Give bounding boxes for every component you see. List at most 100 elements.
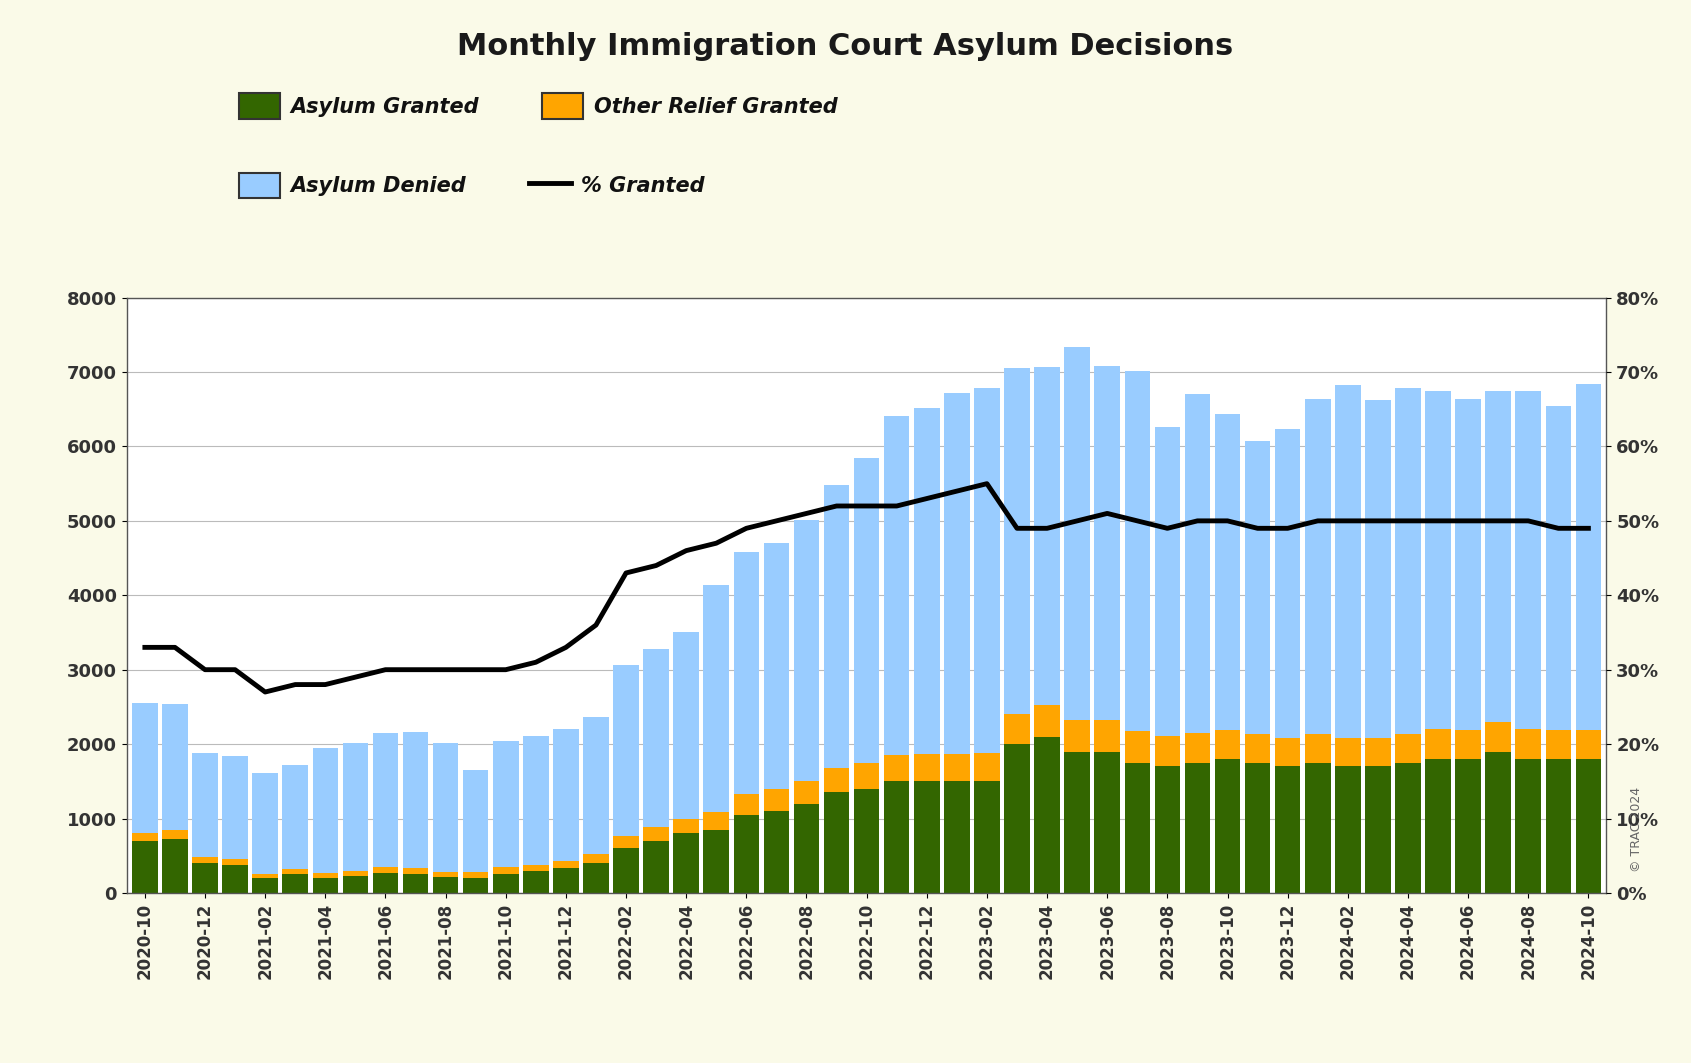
Bar (1395, 733, 1420, 763)
Bar (915, 781, 940, 893)
Bar (1305, 763, 1331, 893)
Bar (793, 520, 818, 780)
Bar (193, 863, 218, 893)
Bar (915, 408, 940, 754)
Bar (854, 763, 879, 789)
Bar (1155, 736, 1180, 766)
Bar (1546, 730, 1571, 759)
Bar (162, 839, 188, 893)
Bar (282, 874, 308, 893)
Text: Monthly Immigration Court Asylum Decisions: Monthly Immigration Court Asylum Decisio… (457, 32, 1234, 61)
Bar (1426, 759, 1451, 893)
Bar (1456, 759, 1481, 893)
Bar (494, 874, 519, 893)
Legend: Asylum Denied, % Granted: Asylum Denied, % Granted (230, 165, 714, 206)
Bar (764, 811, 790, 893)
Bar (162, 704, 188, 830)
Bar (1275, 766, 1300, 893)
Bar (824, 767, 849, 793)
Bar (673, 632, 698, 819)
Bar (1515, 759, 1541, 893)
Bar (1214, 730, 1240, 759)
Bar (1094, 752, 1119, 893)
Bar (1094, 366, 1119, 720)
Bar (343, 871, 369, 876)
Bar (793, 804, 818, 893)
Bar (1334, 766, 1361, 893)
Bar (974, 388, 999, 753)
Bar (1485, 390, 1512, 722)
Bar (1334, 385, 1361, 738)
Legend: Asylum Granted, Other Relief Granted: Asylum Granted, Other Relief Granted (230, 85, 846, 126)
Bar (433, 872, 458, 877)
Bar (1305, 399, 1331, 733)
Bar (854, 457, 879, 763)
Bar (1546, 406, 1571, 730)
Bar (252, 773, 277, 874)
Bar (1456, 730, 1481, 759)
Bar (1426, 390, 1451, 729)
Bar (463, 873, 489, 878)
Bar (1155, 427, 1180, 736)
Bar (1485, 722, 1512, 752)
Bar (944, 393, 969, 754)
Bar (402, 867, 428, 874)
Bar (463, 770, 489, 873)
Bar (703, 812, 729, 829)
Bar (1035, 737, 1060, 893)
Bar (734, 814, 759, 893)
Bar (673, 819, 698, 833)
Bar (523, 872, 548, 893)
Bar (222, 864, 249, 893)
Bar (643, 841, 670, 893)
Bar (1576, 384, 1601, 730)
Bar (1004, 368, 1030, 714)
Bar (132, 704, 157, 833)
Bar (313, 748, 338, 873)
Bar (433, 877, 458, 893)
Bar (854, 789, 879, 893)
Bar (372, 733, 399, 867)
Bar (132, 841, 157, 893)
Bar (372, 873, 399, 893)
Bar (1576, 759, 1601, 893)
Bar (1155, 766, 1180, 893)
Bar (583, 855, 609, 863)
Bar (1426, 729, 1451, 759)
Bar (944, 754, 969, 781)
Bar (1245, 735, 1270, 763)
Bar (614, 837, 639, 848)
Bar (884, 416, 910, 755)
Bar (1214, 759, 1240, 893)
Bar (764, 789, 790, 811)
Bar (132, 833, 157, 841)
Bar (703, 585, 729, 812)
Bar (1094, 720, 1119, 752)
Bar (1515, 729, 1541, 759)
Bar (1305, 733, 1331, 763)
Bar (734, 794, 759, 814)
Bar (643, 827, 670, 841)
Bar (1185, 394, 1211, 733)
Bar (1125, 371, 1150, 731)
Bar (793, 780, 818, 804)
Bar (402, 732, 428, 867)
Bar (1365, 400, 1390, 738)
Bar (282, 870, 308, 874)
Bar (1395, 763, 1420, 893)
Bar (884, 781, 910, 893)
Bar (915, 754, 940, 781)
Bar (974, 781, 999, 893)
Bar (1185, 733, 1211, 763)
Bar (402, 874, 428, 893)
Bar (523, 864, 548, 872)
Bar (974, 753, 999, 781)
Bar (824, 485, 849, 767)
Bar (764, 543, 790, 789)
Bar (222, 757, 249, 859)
Bar (343, 876, 369, 893)
Bar (222, 859, 249, 864)
Bar (1125, 731, 1150, 763)
Bar (884, 755, 910, 781)
Bar (1004, 744, 1030, 893)
